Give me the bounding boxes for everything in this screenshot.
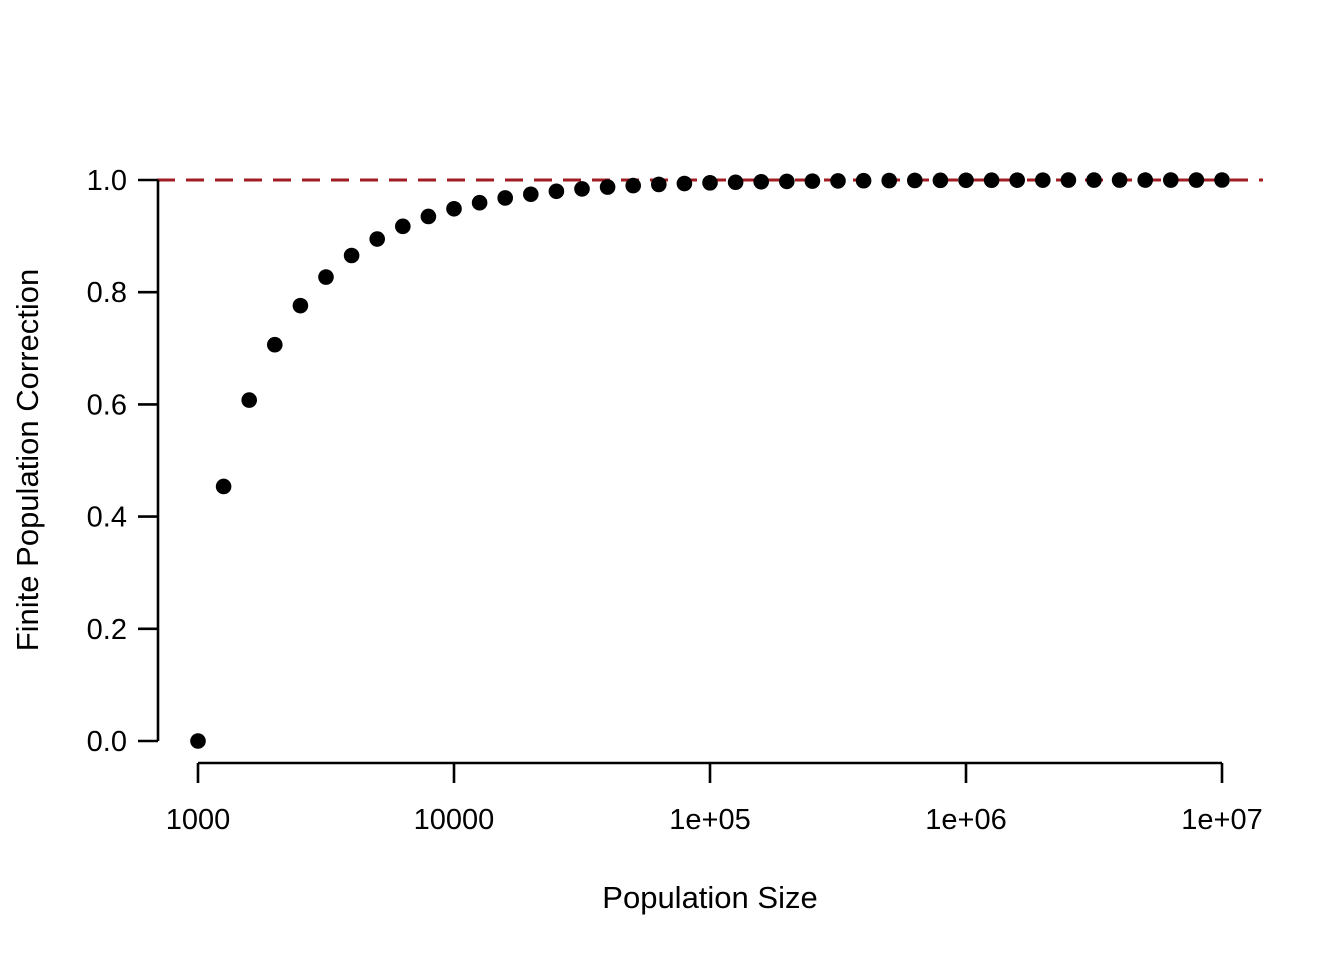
data-point bbox=[906, 172, 923, 189]
data-point bbox=[1111, 172, 1128, 188]
data-point bbox=[420, 208, 437, 225]
data-point bbox=[932, 172, 949, 189]
data-point bbox=[241, 392, 258, 408]
data-point bbox=[676, 175, 693, 192]
data-point bbox=[548, 183, 565, 200]
data-point bbox=[369, 231, 386, 247]
axes-layer: 0.0 0.2 0.4 0.6 0.8 1.0 1000 10000 1e+05 1e+06 1e+… bbox=[87, 165, 1263, 836]
data-point bbox=[1137, 172, 1153, 188]
x-tick-label: 1e+06 bbox=[925, 804, 1006, 836]
data-point bbox=[599, 179, 616, 195]
data-point bbox=[1188, 172, 1205, 188]
data-point bbox=[292, 297, 309, 314]
data-point bbox=[983, 172, 1000, 189]
y-tick-label: 0.4 bbox=[87, 502, 127, 534]
data-point bbox=[804, 173, 821, 189]
data-point bbox=[1086, 172, 1102, 188]
data-point bbox=[266, 336, 283, 353]
data-point bbox=[1009, 172, 1025, 188]
data-point bbox=[471, 194, 488, 211]
y-tick-label: 0.2 bbox=[87, 614, 127, 646]
data-point bbox=[343, 247, 360, 264]
y-tick-label: 1.0 bbox=[87, 165, 127, 197]
x-axis-title: Population Size bbox=[602, 880, 817, 915]
data-point bbox=[702, 175, 718, 191]
data-point bbox=[523, 186, 539, 203]
x-tick-label: 1e+05 bbox=[669, 804, 750, 836]
y-tick-label: 0.0 bbox=[87, 726, 127, 758]
data-point bbox=[830, 173, 846, 189]
data-point bbox=[574, 181, 590, 197]
y-axis-title: Finite Population Correction bbox=[10, 269, 45, 652]
data-point bbox=[753, 173, 769, 190]
x-tick-label: 1000 bbox=[166, 804, 231, 836]
y-tick-label: 0.8 bbox=[87, 277, 127, 309]
data-point bbox=[215, 478, 232, 495]
data-point bbox=[651, 176, 667, 193]
data-point bbox=[1060, 172, 1077, 188]
data-point bbox=[190, 733, 206, 749]
x-tick-label: 1e+07 bbox=[1181, 804, 1262, 836]
data-point bbox=[1163, 172, 1179, 188]
data-points bbox=[190, 172, 1230, 749]
data-point bbox=[881, 172, 897, 189]
data-point bbox=[446, 200, 462, 217]
data-point bbox=[1034, 172, 1051, 188]
data-point bbox=[727, 174, 744, 191]
y-tick-label: 0.6 bbox=[87, 389, 127, 421]
x-tick-label: 10000 bbox=[414, 804, 495, 836]
data-point bbox=[625, 177, 642, 194]
data-point bbox=[855, 172, 872, 189]
data-point bbox=[395, 218, 411, 235]
data-point bbox=[958, 172, 974, 189]
data-point bbox=[497, 190, 514, 206]
data-point bbox=[778, 173, 795, 190]
data-point bbox=[318, 269, 334, 285]
data-point bbox=[1214, 172, 1230, 188]
